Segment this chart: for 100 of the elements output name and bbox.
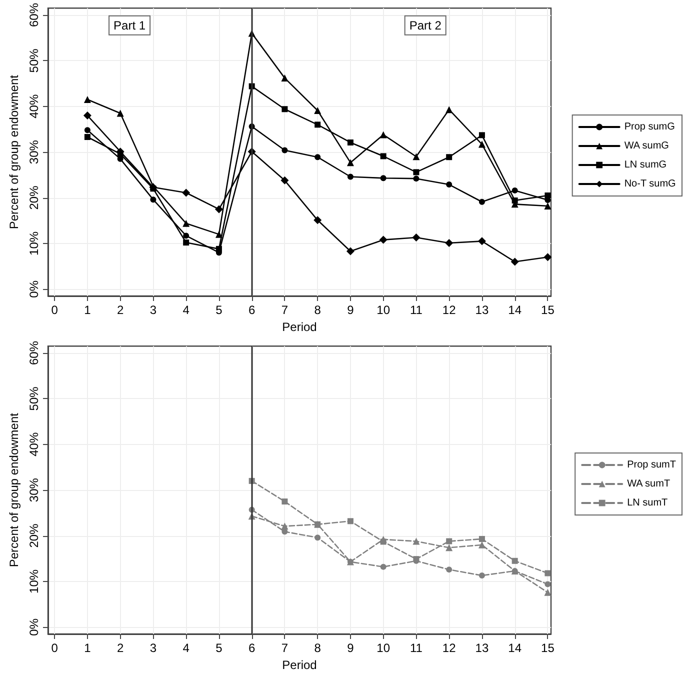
point [412, 153, 420, 160]
x-tick-label: 14 [508, 641, 522, 655]
legend-label: Prop sumT [627, 460, 676, 470]
point [379, 236, 388, 244]
point [282, 106, 288, 112]
point [512, 187, 518, 194]
y-tick-label: 20% [27, 523, 41, 548]
x-tick-label: 1 [84, 641, 92, 655]
legend-label: No-T sumG [624, 178, 676, 190]
y-axis-title: Percent of group endowment [7, 74, 21, 230]
point [478, 536, 485, 542]
x-tick-label: 11 [410, 303, 423, 317]
x-tick-label: 11 [410, 641, 423, 655]
legend-label: LN sumG [624, 160, 667, 170]
x-tick-label: 8 [314, 303, 322, 317]
x-tick-label: 2 [116, 303, 124, 317]
y-tick-label: 0% [27, 280, 41, 298]
point [380, 153, 386, 160]
point [512, 558, 518, 564]
x-tick-label: 12 [442, 641, 456, 655]
legend-label: LN sumT [627, 498, 668, 508]
x-tick-label: 3 [150, 641, 157, 655]
legend-label: WA sumG [624, 140, 670, 152]
point [280, 176, 289, 184]
point [478, 140, 486, 148]
x-tick-label: 4 [182, 303, 190, 317]
x-tick-label: 10 [376, 303, 390, 317]
point [413, 169, 420, 176]
point [412, 234, 420, 242]
x-tick-label: 3 [150, 303, 157, 317]
point [150, 196, 156, 203]
x-tick-label: 15 [541, 303, 555, 317]
point [446, 182, 452, 188]
point [83, 112, 92, 120]
point [183, 232, 190, 239]
point [478, 572, 485, 579]
point [544, 588, 552, 596]
x-tick-label: 2 [116, 641, 124, 655]
point [544, 581, 551, 588]
point [446, 106, 453, 114]
point [281, 522, 288, 530]
annotation: Part 2 [409, 18, 442, 32]
point [314, 122, 321, 128]
point [116, 110, 124, 117]
x-tick-label: 10 [376, 641, 390, 655]
point [544, 570, 551, 576]
y-tick-label: 10% [27, 231, 41, 256]
y-axis-title: Percent of group endowment [7, 412, 21, 568]
point [214, 205, 223, 214]
point [282, 498, 288, 504]
point [512, 198, 518, 204]
point [380, 538, 386, 545]
x-tick-label: 1 [84, 303, 92, 317]
y-tick-label: 20% [27, 185, 41, 210]
point [182, 188, 190, 197]
y-tick-label: 60% [27, 340, 41, 366]
x-tick-label: 12 [442, 303, 456, 317]
point [412, 538, 420, 545]
x-tick-label: 0 [51, 641, 58, 655]
point [84, 134, 90, 140]
point [478, 132, 485, 138]
y-tick-label: 50% [27, 48, 41, 73]
y-tick-label: 10% [27, 569, 41, 594]
point [446, 154, 452, 160]
y-tick-label: 0% [27, 618, 41, 636]
point [544, 202, 552, 210]
point [478, 198, 485, 205]
point [446, 566, 452, 573]
point [314, 216, 322, 224]
point [544, 192, 551, 198]
x-tick-label: 5 [216, 303, 223, 317]
point [347, 139, 354, 146]
x-tick-label: 9 [347, 303, 354, 317]
y-tick-label: 50% [27, 386, 41, 411]
legend-label: Prop sumG [624, 122, 676, 132]
point [282, 147, 288, 154]
x-axis-title: Period [282, 320, 317, 334]
x-tick-label: 6 [248, 303, 256, 317]
x-tick-label: 14 [508, 303, 522, 317]
point [478, 237, 486, 246]
point [215, 230, 222, 238]
point [510, 258, 519, 266]
point [380, 175, 386, 182]
point [446, 544, 453, 552]
x-tick-label: 8 [314, 641, 322, 655]
legend-label: WA sumT [627, 478, 670, 490]
x-tick-label: 13 [475, 641, 489, 655]
x-axis-title: Period [282, 658, 317, 672]
point [347, 518, 354, 524]
point [314, 534, 321, 541]
point [84, 96, 91, 104]
point [216, 246, 222, 252]
point [445, 239, 454, 247]
point [281, 74, 288, 82]
x-tick-label: 7 [281, 641, 288, 655]
x-tick-label: 5 [216, 641, 223, 655]
x-tick-label: 0 [51, 303, 58, 317]
point [544, 253, 552, 262]
annotation: Part 1 [114, 18, 146, 32]
point [380, 564, 386, 570]
